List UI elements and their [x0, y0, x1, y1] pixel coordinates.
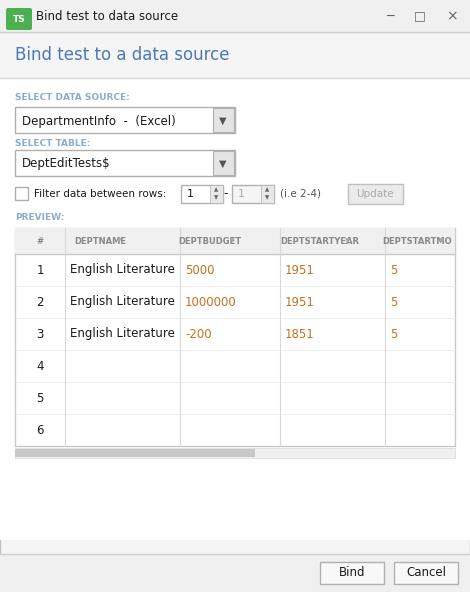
Bar — [15, 107, 235, 133]
Text: ▼: ▼ — [439, 239, 444, 243]
Text: 5: 5 — [390, 295, 397, 308]
Bar — [261, 185, 274, 203]
Text: ▼: ▼ — [265, 195, 269, 201]
Bar — [181, 185, 223, 203]
Text: English Literature: English Literature — [70, 295, 175, 308]
Bar — [320, 562, 384, 584]
Bar — [15, 228, 455, 446]
Text: 5: 5 — [390, 327, 397, 340]
Text: ─: ─ — [386, 9, 394, 22]
Bar — [0, 32, 470, 78]
Text: SELECT DATA SOURCE:: SELECT DATA SOURCE: — [15, 94, 130, 102]
Text: 1951: 1951 — [285, 295, 315, 308]
Text: 5: 5 — [36, 391, 44, 404]
Text: -: - — [224, 188, 228, 201]
Bar — [15, 449, 255, 457]
Bar — [0, 554, 470, 592]
Bar — [210, 185, 223, 203]
Bar — [15, 448, 455, 458]
Text: SELECT TABLE:: SELECT TABLE: — [15, 139, 90, 147]
Text: #: # — [37, 236, 44, 246]
Bar — [232, 185, 274, 203]
Text: 1951: 1951 — [285, 263, 315, 276]
Text: 1851: 1851 — [285, 327, 315, 340]
Text: ▲: ▲ — [265, 188, 269, 192]
Text: PREVIEW:: PREVIEW: — [15, 214, 64, 223]
Bar — [15, 228, 455, 254]
Text: TS: TS — [13, 14, 25, 24]
Text: □: □ — [414, 9, 426, 22]
Text: ▼: ▼ — [214, 195, 218, 201]
Bar — [0, 78, 470, 540]
Bar — [213, 108, 234, 132]
Text: ▲: ▲ — [214, 188, 218, 192]
Text: ▼: ▼ — [117, 239, 121, 243]
FancyBboxPatch shape — [6, 8, 32, 30]
Text: 6: 6 — [36, 423, 44, 436]
Bar — [213, 151, 234, 175]
Bar — [15, 150, 235, 176]
Text: 1: 1 — [36, 263, 44, 276]
Text: ×: × — [446, 9, 458, 23]
Text: 5: 5 — [390, 263, 397, 276]
Bar — [394, 562, 458, 584]
Text: DEPTNAME: DEPTNAME — [74, 236, 126, 246]
Text: 1: 1 — [238, 189, 245, 199]
Text: English Literature: English Literature — [70, 327, 175, 340]
Text: 1000000: 1000000 — [185, 295, 237, 308]
Text: Filter data between rows:: Filter data between rows: — [34, 189, 166, 199]
Bar — [348, 184, 403, 204]
Text: ▼: ▼ — [219, 159, 227, 169]
Text: DEPTSTARTMO: DEPTSTARTMO — [382, 236, 452, 246]
Text: 5000: 5000 — [185, 263, 214, 276]
Text: DEPTSTARTYEAR: DEPTSTARTYEAR — [281, 236, 360, 246]
Bar — [0, 0, 470, 32]
Text: ▼: ▼ — [230, 239, 235, 243]
Text: ▼: ▼ — [219, 116, 227, 126]
Text: Cancel: Cancel — [406, 567, 446, 580]
Text: Bind test to a data source: Bind test to a data source — [15, 46, 229, 64]
Text: ▼: ▼ — [345, 239, 350, 243]
Text: Bind: Bind — [339, 567, 365, 580]
Text: 3: 3 — [36, 327, 44, 340]
Text: DepartmentInfo  -  (Excel): DepartmentInfo - (Excel) — [22, 114, 176, 127]
Text: 1: 1 — [187, 189, 194, 199]
Bar — [15, 187, 28, 200]
Text: DEPTBUDGET: DEPTBUDGET — [179, 236, 242, 246]
Text: DeptEditTests$: DeptEditTests$ — [22, 157, 110, 170]
Text: Update: Update — [356, 189, 394, 199]
Text: 2: 2 — [36, 295, 44, 308]
Text: Bind test to data source: Bind test to data source — [36, 11, 178, 24]
Text: 4: 4 — [36, 359, 44, 372]
Text: -200: -200 — [185, 327, 212, 340]
Text: (i.e 2-4): (i.e 2-4) — [280, 189, 321, 199]
Text: English Literature: English Literature — [70, 263, 175, 276]
